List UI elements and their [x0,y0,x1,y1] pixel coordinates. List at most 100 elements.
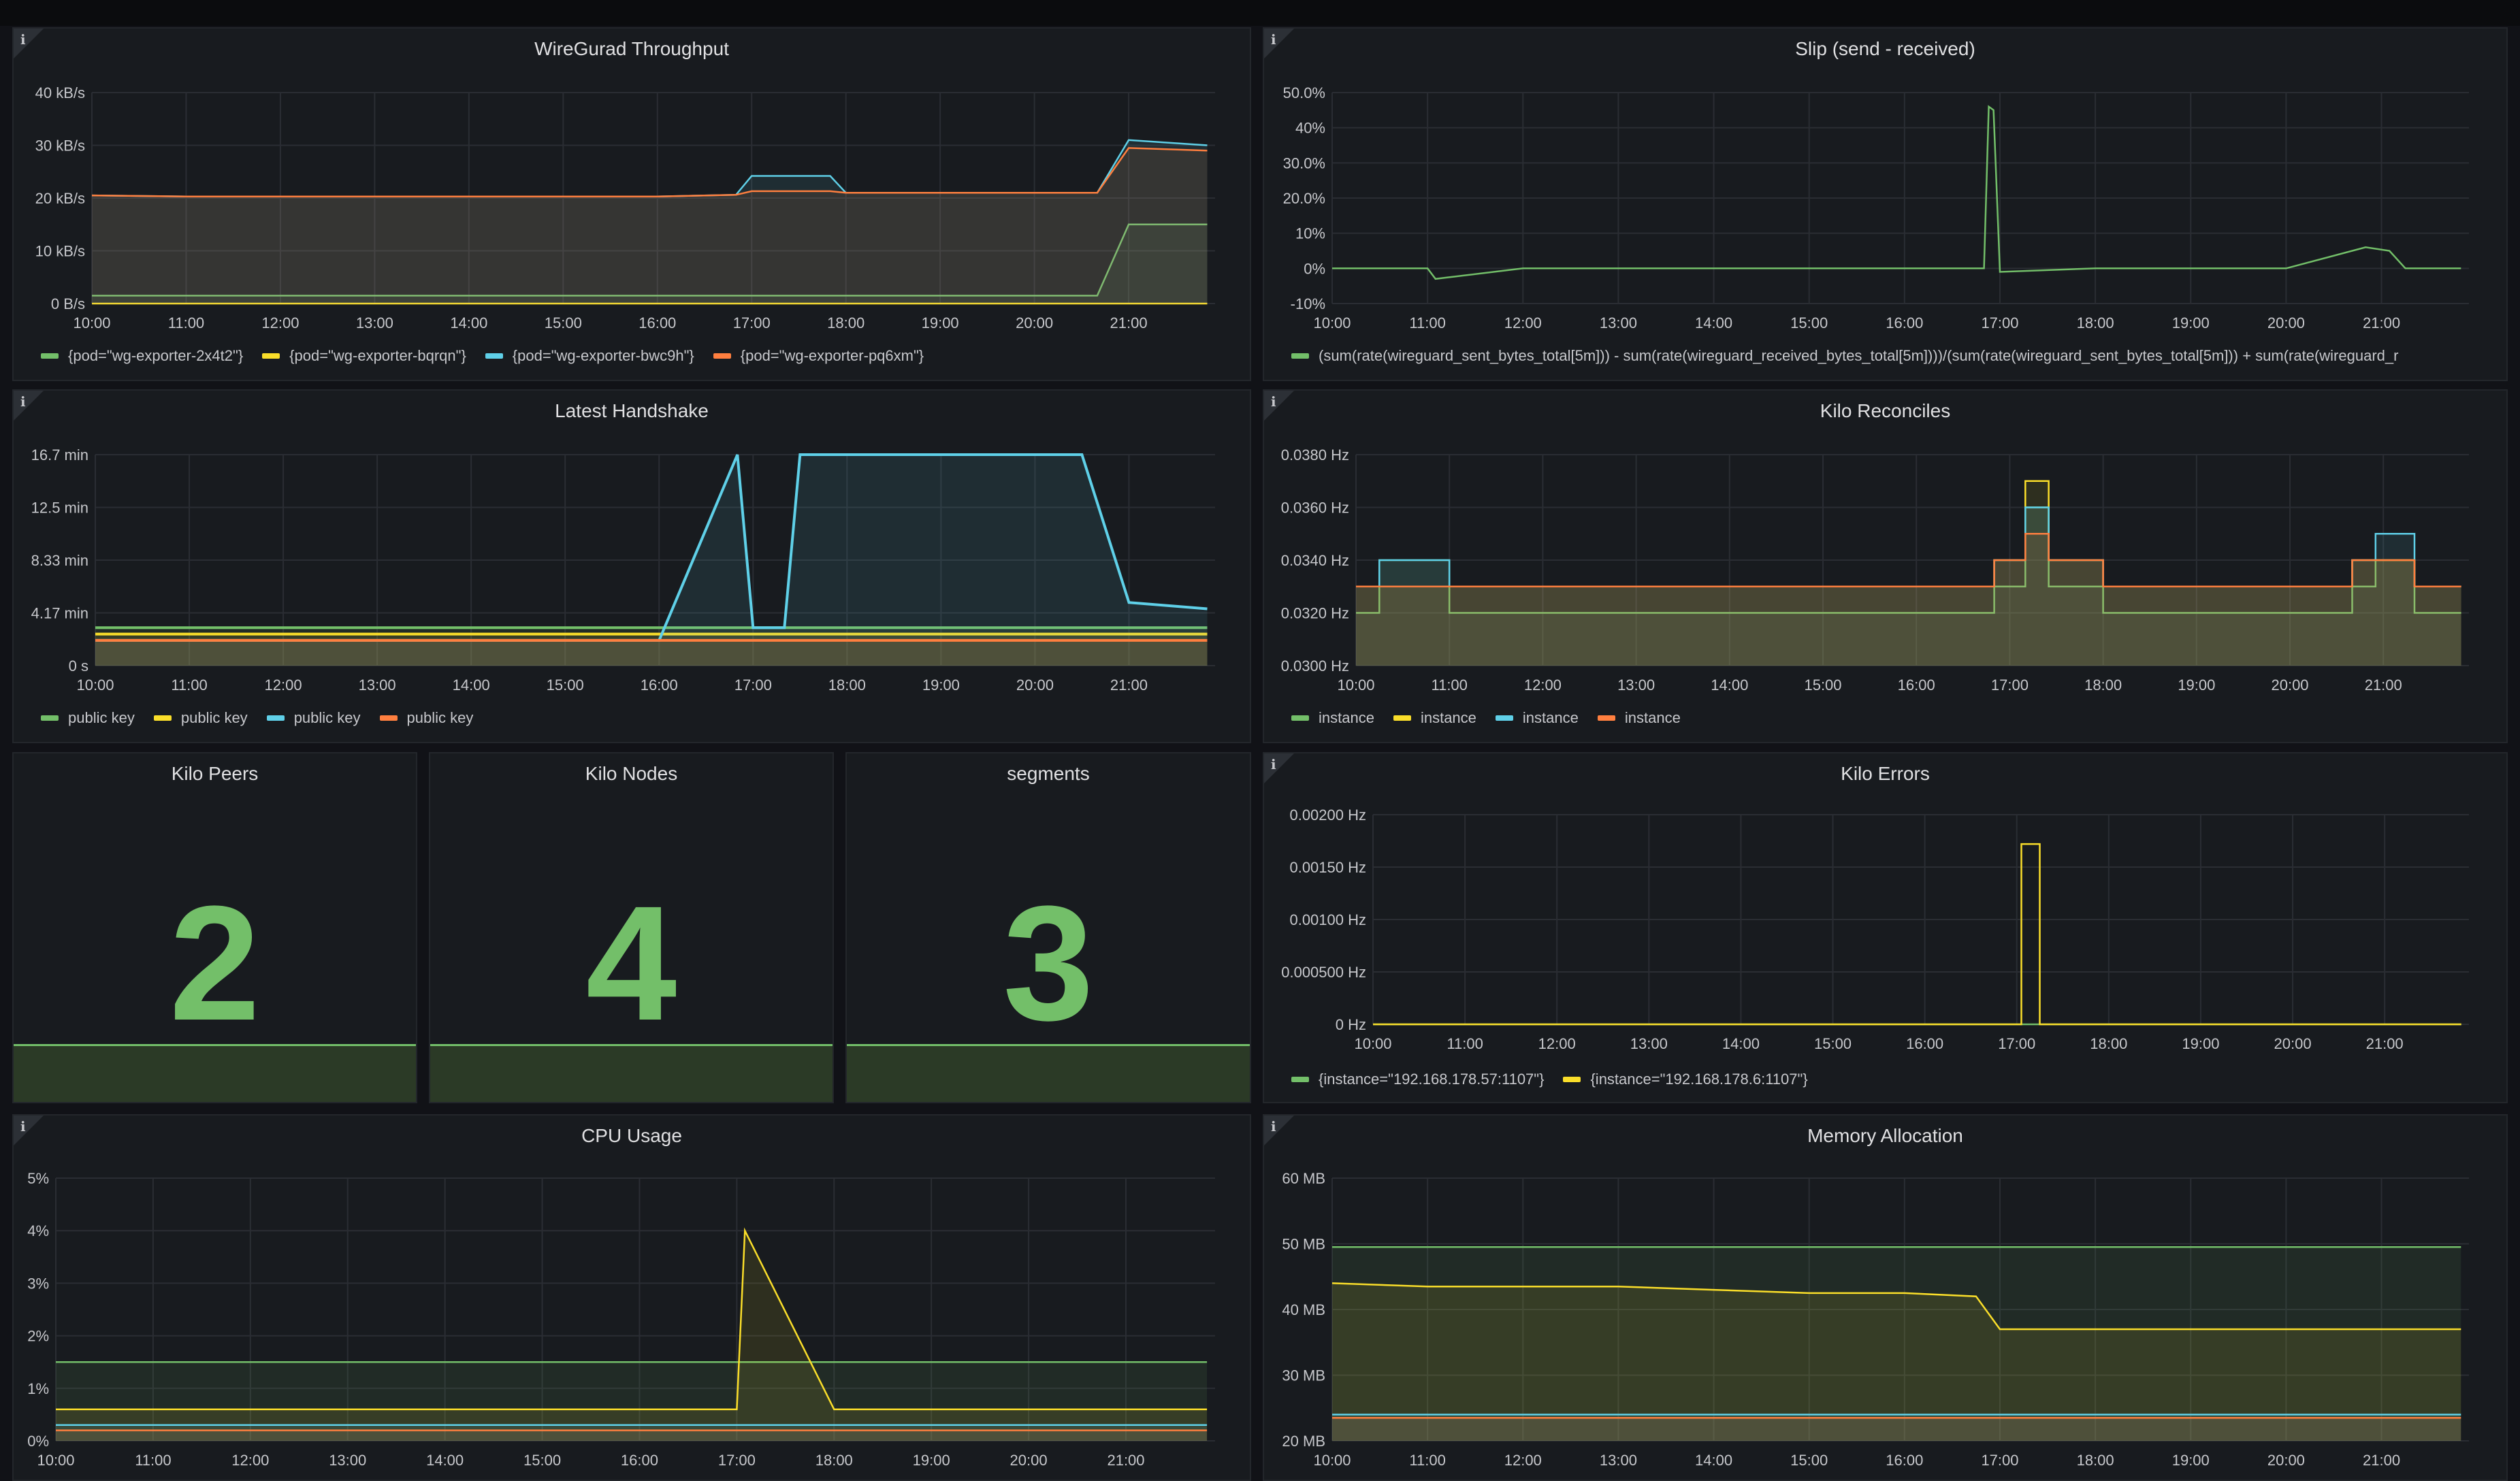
y-tick-label: 0.0320 Hz [1281,605,1349,622]
info-corner[interactable] [1264,391,1294,421]
x-tick-label: 11:00 [1447,1035,1483,1052]
legend-label: instance [1420,709,1476,726]
x-tick-label: 13:00 [329,1452,366,1469]
legend-swatch [41,353,59,359]
x-tick-label: 20:00 [2267,1452,2305,1469]
legend-item[interactable]: public key [266,709,361,727]
y-tick-label: 10% [1295,225,1325,242]
info-icon[interactable]: i [20,393,26,410]
x-tick-label: 11:00 [135,1452,171,1469]
legend-swatch [1291,715,1309,721]
legend-item[interactable]: {instance="192.168.178.6:1107"} [1563,1071,1808,1088]
y-tick-label: 30 MB [1282,1367,1325,1384]
y-tick-label: -10% [1291,295,1325,312]
panel-title[interactable]: Latest Handshake [555,400,709,421]
x-tick-label: 14:00 [1695,314,1732,331]
x-tick-label: 20:00 [1016,314,1053,331]
legend-label: {instance="192.168.178.6:1107"} [1590,1071,1808,1088]
series-area [1356,534,2461,666]
series-area [92,148,1208,304]
x-tick-label: 13:00 [359,677,396,694]
series-area [95,634,1208,666]
panel-memory-allocation[interactable]: i Memory Allocation 60 MB 50 MB 40 MB 30 MB… [1263,1114,2508,1481]
x-tick-label: 15:00 [1790,314,1828,331]
y-tick-label: 4% [27,1222,49,1239]
panel-title[interactable]: WireGurad Throughput [534,38,729,59]
panel-title[interactable]: Slip (send - received) [1795,38,1975,59]
legend-item[interactable]: {pod="wg-exporter-2x4t2"} [41,347,243,365]
panel-title[interactable]: Kilo Nodes [585,763,678,784]
legend-item[interactable]: instance [1291,709,1374,727]
info-icon[interactable]: i [1271,756,1276,772]
info-corner[interactable] [14,391,44,421]
info-corner[interactable] [14,1116,44,1145]
info-icon[interactable]: i [20,31,26,48]
panel-title[interactable]: Kilo Errors [1841,763,1930,784]
series-area [56,1425,1208,1441]
legend-item[interactable]: (sum(rate(wireguard_sent_bytes_total[5m]… [1291,347,2398,365]
info-corner[interactable] [14,29,44,59]
panel-latest-handshake[interactable]: i Latest Handshake 16.7 min 12.5 min 8.33 … [12,389,1251,743]
panel-kilo-errors[interactable]: i Kilo Errors 0.00200 Hz 0.00150 Hz 0.0010… [1263,752,2508,1103]
slip-legend: (sum(rate(wireguard_sent_bytes_total[5m]… [1291,347,2398,365]
series-area [1332,1283,2461,1441]
series-line [1356,480,2461,587]
info-corner[interactable] [1264,29,1294,59]
x-tick-label: 10:00 [1354,1035,1391,1052]
x-tick-label: 18:00 [2090,1035,2127,1052]
x-tick-label: 21:00 [1107,1452,1144,1469]
x-tick-label: 12:00 [1524,677,1562,694]
info-icon[interactable]: i [1271,1118,1276,1135]
panel-kilo-reconciles[interactable]: i Kilo Reconciles 0.0380 Hz 0.0360 Hz 0.03… [1263,389,2508,743]
panel-kilo-nodes[interactable]: Kilo Nodes 4 [429,752,834,1103]
x-tick-label: 20:00 [2271,677,2308,694]
info-icon[interactable]: i [20,1118,26,1135]
legend-item[interactable]: {instance="192.168.178.57:1107"} [1291,1071,1544,1088]
info-corner[interactable] [1264,753,1294,783]
legend-item[interactable]: {pod="wg-exporter-bqrqn"} [262,347,466,365]
legend-item[interactable]: {pod="wg-exporter-bwc9h"} [485,347,694,365]
legend-swatch [1495,715,1513,721]
y-tick-label: 1% [27,1380,49,1397]
y-tick-label: 50 MB [1282,1236,1325,1253]
y-tick-label: 30.0% [1283,154,1325,172]
legend-item[interactable]: {pod="wg-exporter-pq6xm"} [713,347,924,365]
series-line [1331,1282,2461,1331]
legend-item[interactable]: instance [1597,709,1681,727]
panel-title[interactable]: CPU Usage [581,1125,682,1146]
panel-title[interactable]: Kilo Peers [171,763,259,784]
memory-chart: 60 MB 50 MB 40 MB 30 MB 20 MB 10:00 11:00 12:00… [1282,1170,2469,1469]
x-tick-label: 15:00 [1790,1452,1828,1469]
panel-segments[interactable]: segments 3 [845,752,1251,1103]
legend-item[interactable]: public key [153,709,248,727]
x-tick-label: 19:00 [913,1452,950,1469]
panel-title[interactable]: Kilo Reconciles [1820,400,1951,421]
legend-swatch [379,715,398,721]
legend-item[interactable]: instance [1495,709,1579,727]
legend-swatch [1291,1077,1309,1082]
legend-item[interactable]: public key [379,709,473,727]
legend-item[interactable]: instance [1393,709,1476,727]
y-tick-label: 0% [27,1433,49,1450]
x-tick-label: 10:00 [1313,1452,1351,1469]
legend-swatch [713,353,731,359]
legend-label: instance [1319,709,1374,726]
x-tick-label: 20:00 [2274,1035,2312,1052]
panel-wireguard-throughput[interactable]: i WireGurad Throughput 40 kB/s 30 kB/s 20 … [12,27,1251,381]
x-tick-label: 10:00 [1313,314,1351,331]
panel-title[interactable]: segments [1007,763,1090,784]
panel-slip[interactable]: i Slip (send - received) 50.0% 40% 30.0% 20… [1263,27,2508,381]
info-corner[interactable] [1264,1116,1294,1145]
x-tick-label: 15:00 [545,314,582,331]
legend-label: instance [1522,709,1579,726]
info-icon[interactable]: i [1271,393,1276,410]
panel-cpu-usage[interactable]: i CPU Usage 5% 4% 3% 2% 1% 0% 10:00 11:00 12:00 1… [12,1114,1251,1481]
panel-kilo-peers[interactable]: Kilo Peers 2 [12,752,417,1103]
y-tick-label: 50.0% [1283,84,1325,101]
legend-item[interactable]: public key [41,709,135,727]
x-tick-label: 20:00 [1016,677,1054,694]
stat-sparkline [14,1044,416,1102]
panel-title[interactable]: Memory Allocation [1807,1125,1963,1146]
info-icon[interactable]: i [1271,31,1276,48]
y-tick-label: 20 MB [1282,1433,1325,1450]
